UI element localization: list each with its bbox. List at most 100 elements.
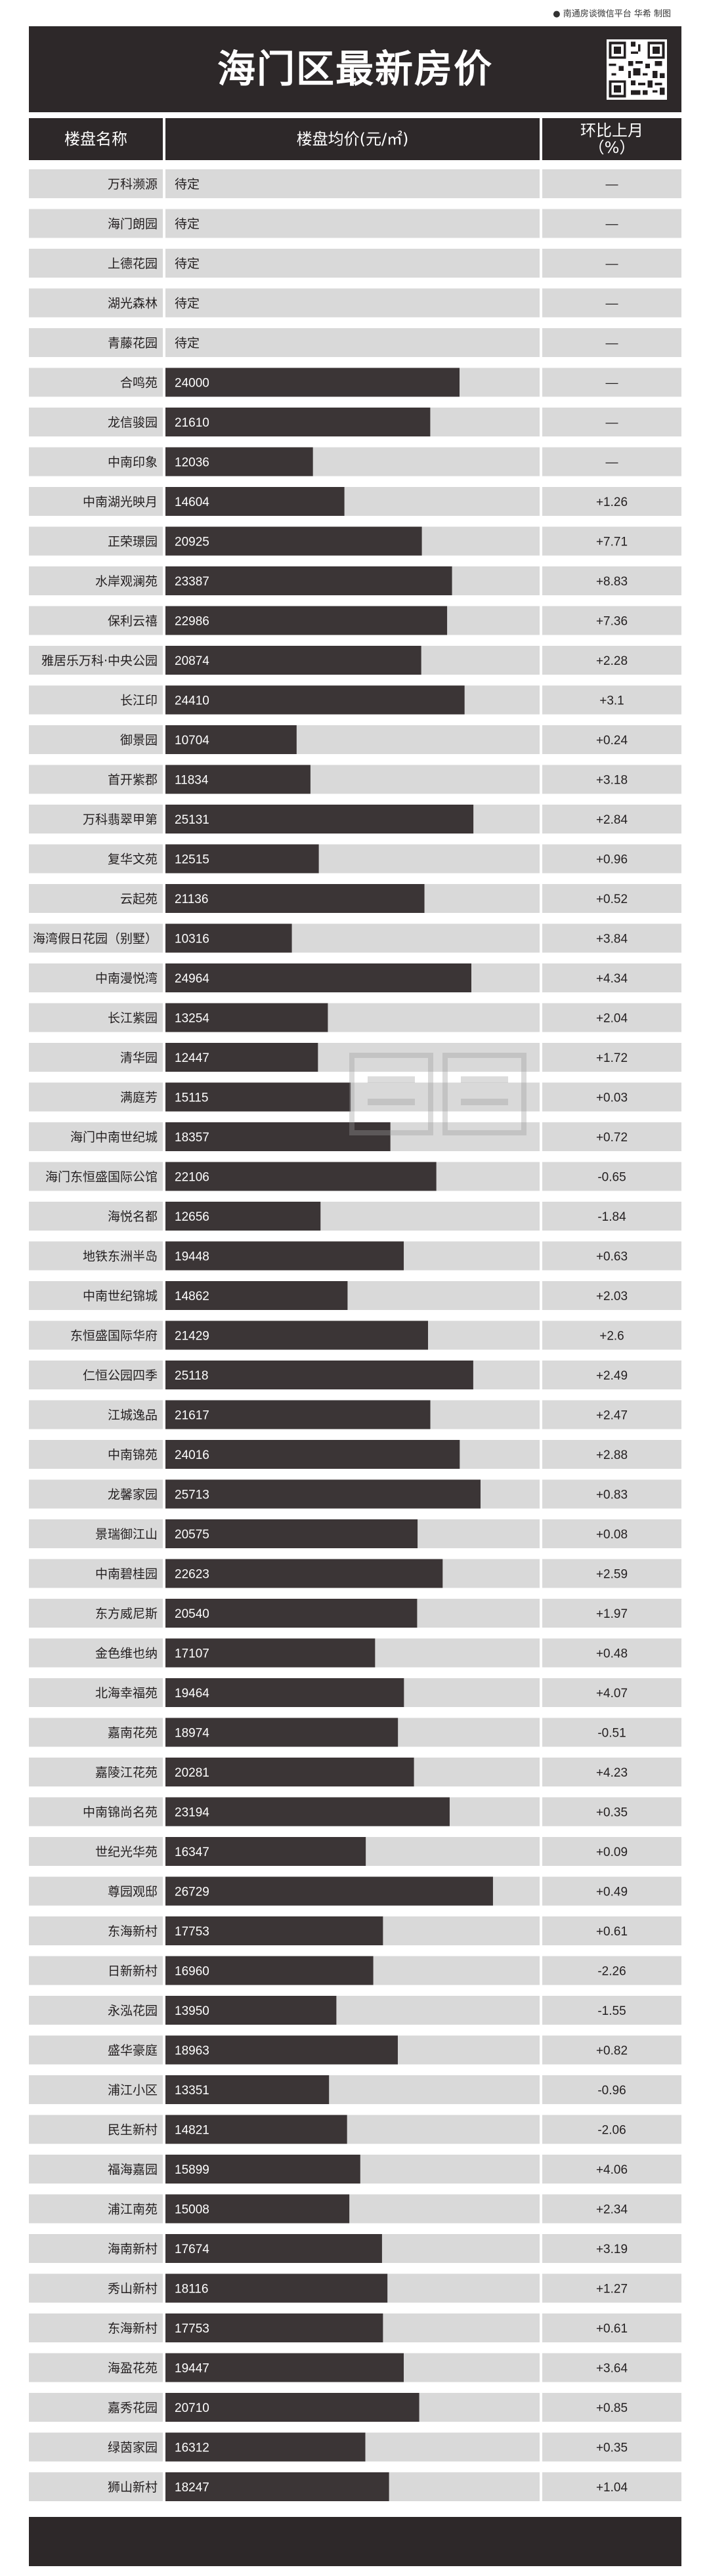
row-name: 雅居乐万科·中央公园 bbox=[41, 654, 158, 668]
change-label: +0.03 bbox=[596, 1091, 628, 1105]
price-cell-bg bbox=[165, 249, 540, 278]
table-row: 福海嘉园 15899 +4.06 bbox=[29, 2155, 681, 2184]
table-row: 世纪光华苑 16347 +0.09 bbox=[29, 1837, 681, 1866]
row-name: 中南锦苑 bbox=[108, 1448, 158, 1462]
table-row: 云起苑 21136 +0.52 bbox=[29, 884, 681, 913]
row-name: 正荣璟园 bbox=[108, 535, 158, 549]
change-label: -1.84 bbox=[597, 1210, 626, 1224]
change-label: +0.35 bbox=[596, 1806, 628, 1820]
table-row: 海悦名都 12656 -1.84 bbox=[29, 1202, 681, 1231]
name-cell-bg bbox=[29, 2353, 163, 2382]
price-bar bbox=[165, 2353, 404, 2382]
name-cell-bg bbox=[29, 2075, 163, 2104]
change-cell-bg bbox=[542, 2432, 681, 2462]
table-row: 浦江南苑 15008 +2.34 bbox=[29, 2194, 681, 2224]
price-bar bbox=[165, 487, 345, 516]
change-label: — bbox=[606, 337, 618, 350]
change-label: +4.23 bbox=[596, 1766, 628, 1780]
row-name: 绿茵家园 bbox=[108, 2441, 158, 2455]
change-cell-bg bbox=[542, 1758, 681, 1786]
price-label: 24000 bbox=[175, 377, 209, 391]
change-cell-bg bbox=[542, 2035, 681, 2065]
row-name: 海盈花苑 bbox=[108, 2361, 158, 2376]
change-label: +0.82 bbox=[596, 2044, 628, 2058]
table-row: 绿茵家园 16312 +0.35 bbox=[29, 2432, 681, 2462]
name-cell-bg bbox=[29, 2273, 163, 2303]
price-bar bbox=[165, 2313, 383, 2342]
name-cell-bg bbox=[29, 1916, 163, 1945]
name-cell-bg bbox=[29, 1797, 163, 1826]
change-cell-bg bbox=[542, 1122, 681, 1151]
row-name: 中南锦尚名苑 bbox=[83, 1805, 158, 1820]
change-cell-bg bbox=[542, 1043, 681, 1072]
price-bar bbox=[165, 447, 313, 476]
table-row: 江城逸品 21617 +2.47 bbox=[29, 1400, 681, 1429]
table-row: 中南碧桂园 22623 +2.59 bbox=[29, 1559, 681, 1588]
x-axis-bar bbox=[29, 2517, 681, 2566]
price-label: 24964 bbox=[175, 972, 209, 986]
table-row: 正荣璟园 20925 +7.71 bbox=[29, 526, 681, 556]
price-label: 13351 bbox=[175, 2084, 209, 2098]
price-bar bbox=[165, 1241, 404, 1271]
price-label: 25713 bbox=[175, 1489, 209, 1502]
name-cell-bg bbox=[29, 1082, 163, 1112]
change-label: — bbox=[606, 416, 618, 430]
price-label: 15115 bbox=[175, 1091, 208, 1105]
table-row: 中南漫悦湾 24964 +4.34 bbox=[29, 963, 681, 992]
change-label: +2.03 bbox=[596, 1290, 628, 1303]
row-name: 嘉秀花园 bbox=[108, 2401, 158, 2415]
name-cell-bg bbox=[29, 2155, 163, 2184]
table-row: 湖光森林 待定 — bbox=[29, 288, 681, 318]
price-label: 20925 bbox=[175, 536, 209, 549]
price-bar bbox=[165, 1400, 431, 1429]
name-cell-bg bbox=[29, 2472, 163, 2501]
header-price: 楼盘均价(元/㎡) bbox=[165, 118, 540, 160]
table-row: 尊园观邸 26729 +0.49 bbox=[29, 1876, 681, 1906]
price-label: 22623 bbox=[175, 1568, 209, 1582]
price-bar bbox=[165, 1599, 418, 1628]
price-label: 12447 bbox=[175, 1051, 209, 1065]
header-name: 楼盘名称 bbox=[29, 118, 163, 160]
price-bar bbox=[165, 1758, 414, 1786]
change-cell-bg bbox=[542, 1996, 681, 2025]
change-label: — bbox=[606, 456, 618, 470]
row-name: 中南世纪锦城 bbox=[83, 1289, 158, 1303]
row-name: 嘉南花苑 bbox=[108, 1726, 158, 1741]
name-cell-bg bbox=[29, 765, 163, 794]
row-name: 地铁东洲半岛 bbox=[83, 1250, 158, 1264]
name-cell-bg bbox=[29, 1003, 163, 1032]
name-cell-bg bbox=[29, 1599, 163, 1628]
change-cell-bg bbox=[542, 2155, 681, 2184]
price-label: 19448 bbox=[175, 1250, 209, 1264]
change-label: +2.04 bbox=[596, 1012, 628, 1026]
table-row: 海门东恒盛国际公馆 22106 -0.65 bbox=[29, 1162, 681, 1191]
row-name: 满庭芳 bbox=[120, 1091, 158, 1105]
price-bar bbox=[165, 725, 297, 754]
price-label: 21429 bbox=[175, 1330, 209, 1343]
price-label: 待定 bbox=[175, 217, 200, 232]
price-bar bbox=[165, 2393, 419, 2422]
table-row: 保利云禧 22986 +7.36 bbox=[29, 606, 681, 635]
price-label: 18247 bbox=[175, 2481, 209, 2495]
change-cell-bg bbox=[542, 2393, 681, 2422]
name-cell-bg bbox=[29, 526, 163, 556]
table-row: 嘉秀花园 20710 +0.85 bbox=[29, 2393, 681, 2422]
row-name: 景瑞御江山 bbox=[95, 1527, 158, 1542]
change-label: +4.07 bbox=[596, 1687, 628, 1700]
change-label: -2.06 bbox=[597, 2124, 626, 2138]
name-cell-bg bbox=[29, 2313, 163, 2342]
price-label: 24410 bbox=[175, 694, 209, 708]
name-cell-bg bbox=[29, 1400, 163, 1429]
table-row: 水岸观澜苑 23387 +8.83 bbox=[29, 566, 681, 595]
table-row: 海门中南世纪城 18357 +0.72 bbox=[29, 1122, 681, 1151]
price-label: 25118 bbox=[175, 1369, 208, 1383]
row-name: 浦江南苑 bbox=[108, 2203, 158, 2217]
change-label: +3.84 bbox=[596, 933, 628, 946]
table-row: 金色维也纳 17107 +0.48 bbox=[29, 1638, 681, 1668]
price-label: 待定 bbox=[175, 336, 200, 350]
table-row: 万科濒源 待定 — bbox=[29, 169, 681, 198]
row-name: 复华文苑 bbox=[108, 853, 158, 867]
change-label: +2.84 bbox=[596, 813, 628, 827]
change-cell-bg bbox=[542, 1678, 681, 1707]
price-bar bbox=[165, 2234, 382, 2263]
